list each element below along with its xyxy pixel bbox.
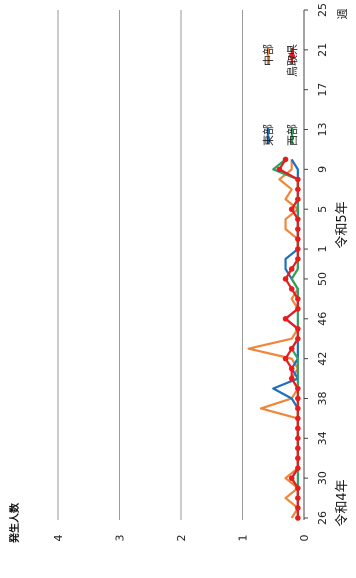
x-tick-label: 34: [316, 431, 329, 445]
data-point: [295, 415, 301, 422]
data-point: [288, 365, 295, 372]
y-axis-ticks: 0 1 2 3 4: [52, 535, 311, 542]
data-point: [295, 335, 301, 342]
x-tick-label: 30: [316, 471, 329, 485]
x-tick-label: 21: [316, 43, 329, 57]
x-tick-label: 5: [316, 206, 329, 213]
data-point: [288, 345, 295, 352]
x-tick-label: 50: [316, 272, 329, 286]
data-point: [295, 385, 301, 392]
gridlines: [57, 10, 305, 520]
x-tick-label: 17: [316, 83, 329, 97]
x-tick-label: 26: [316, 511, 329, 525]
y-tick-label: 0: [298, 535, 311, 542]
data-point: [288, 375, 295, 382]
data-point: [295, 196, 301, 203]
data-point: [295, 505, 301, 511]
x-tick-label: 1: [316, 246, 329, 253]
data-point: [288, 286, 295, 292]
y-tick-label: 4: [52, 535, 65, 542]
data-point: [295, 405, 301, 412]
plot-area: [57, 10, 305, 521]
data-point: [295, 395, 301, 402]
data-point: [295, 216, 301, 222]
x-tick-label: 46: [316, 312, 329, 326]
data-point: [295, 515, 301, 521]
legend-label: 鳥取県: [285, 44, 299, 77]
data-point: [282, 355, 289, 362]
data-point: [295, 425, 301, 432]
data-point: [288, 266, 295, 272]
y-tick-label: 1: [237, 535, 250, 542]
y-axis-label: 発生人数: [8, 502, 21, 544]
data-point: [295, 296, 301, 302]
data-point: [295, 435, 301, 442]
data-point: [295, 226, 301, 232]
data-point: [288, 206, 295, 213]
data-point: [295, 256, 301, 262]
data-point: [295, 495, 301, 501]
x-tick-label: 25: [316, 3, 329, 17]
data-point: [295, 306, 301, 312]
x-axis-ticks: 26 30 34 38 42 46 50 1 5 9 13 17 21 25: [304, 3, 329, 525]
legend-label: 東部: [261, 124, 275, 146]
year-label-r5: 令和5年: [335, 201, 350, 248]
series-line-1: [247, 159, 299, 519]
data-point: [295, 236, 301, 242]
x-tick-label: 9: [316, 166, 329, 173]
data-point: [295, 325, 301, 332]
data-point: [295, 445, 301, 452]
data-point: [295, 186, 301, 193]
data-point: [282, 315, 289, 322]
x-tick-label: 38: [316, 391, 329, 405]
data-point: [295, 465, 301, 471]
data-point: [295, 485, 301, 491]
x-tick-label: 13: [316, 123, 329, 137]
x-axis-unit-label: 週: [336, 9, 349, 20]
y-tick-label: 2: [175, 535, 188, 542]
x-tick-label: 42: [316, 352, 329, 366]
data-point: [282, 156, 289, 163]
legend-label: 西部: [285, 124, 299, 146]
data-point: [282, 276, 289, 282]
y-tick-label: 3: [114, 535, 127, 542]
data-point: [288, 475, 295, 481]
legend-marker: [289, 53, 295, 59]
data-point: [295, 455, 301, 462]
data-point: [295, 176, 301, 183]
year-label-r4: 令和4年: [335, 479, 350, 526]
data-point: [276, 166, 283, 173]
legend-label: 中部: [261, 44, 275, 66]
data-point: [295, 246, 301, 252]
series-layer: [247, 156, 301, 521]
